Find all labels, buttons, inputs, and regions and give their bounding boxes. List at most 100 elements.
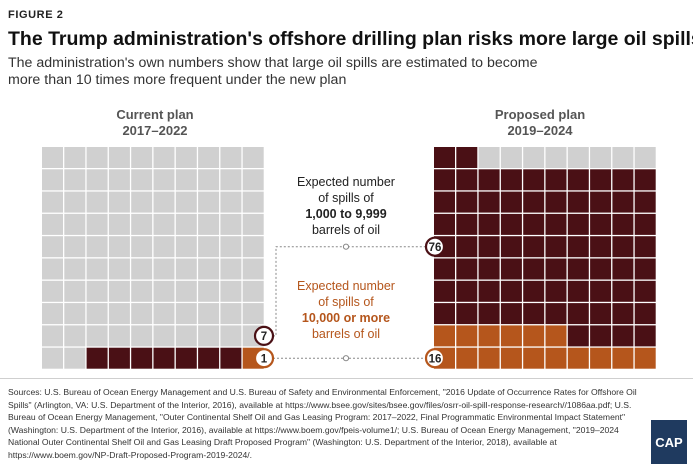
waffle-cell-empty-current: [42, 191, 63, 213]
waffle-cell-medium-proposed: [500, 258, 522, 280]
waffle-cell-empty-current: [153, 303, 175, 325]
current-plan-label: Current plan: [116, 107, 194, 122]
waffle-cell-empty-current: [42, 347, 63, 369]
waffle-cell-medium-proposed: [434, 147, 455, 168]
waffle-cell-medium-proposed: [612, 213, 634, 235]
waffle-cell-empty-current: [175, 236, 197, 258]
waffle-cell-empty-proposed: [523, 147, 545, 168]
waffle-cell-medium-proposed: [634, 258, 656, 280]
waffle-cell-empty-proposed: [545, 147, 567, 168]
waffle-cell-medium-proposed: [567, 325, 589, 347]
waffle-cell-empty-current: [64, 347, 86, 369]
waffle-cell-empty-current: [108, 280, 130, 302]
waffle-cell-empty-current: [153, 213, 175, 235]
waffle-cell-empty-current: [108, 236, 130, 258]
waffle-cell-empty-current: [220, 280, 242, 302]
waffle-cell-large-proposed: [523, 347, 545, 369]
waffle-cell-medium-proposed: [434, 191, 455, 213]
waffle-cell-empty-current: [108, 191, 130, 213]
waffle-cell-medium-proposed: [478, 169, 500, 191]
waffle-cell-medium-proposed: [523, 169, 545, 191]
waffle-cell-medium-proposed: [612, 303, 634, 325]
chart-title: The Trump administration's offshore dril…: [8, 28, 693, 50]
waffle-cell-empty-current: [108, 325, 130, 347]
waffle-cell-medium-proposed: [500, 236, 522, 258]
waffle-cell-empty-current: [86, 280, 108, 302]
waffle-cell-large-proposed: [523, 325, 545, 347]
waffle-cell-empty-current: [220, 303, 242, 325]
waffle-cell-medium-proposed: [590, 280, 612, 302]
waffle-cell-medium-proposed: [523, 258, 545, 280]
waffle-cell-empty-current: [131, 258, 153, 280]
waffle-cell-empty-current: [64, 169, 86, 191]
waffle-cell-large-proposed: [500, 347, 522, 369]
waffle-cell-medium-proposed: [478, 213, 500, 235]
waffle-cell-empty-current: [220, 169, 242, 191]
waffle-cell-medium-proposed: [590, 236, 612, 258]
waffle-cell-empty-current: [86, 147, 108, 168]
waffle-cell-empty-current: [175, 191, 197, 213]
waffle-cell-medium-proposed: [456, 191, 478, 213]
waffle-cell-empty-current: [198, 236, 220, 258]
proposed-large-badge-value: 16: [429, 353, 442, 365]
waffle-cell-empty-current: [175, 169, 197, 191]
waffle-cell-large-proposed: [545, 325, 567, 347]
waffle-cell-large-proposed: [456, 325, 478, 347]
waffle-cell-empty-proposed: [612, 147, 634, 168]
waffle-cell-empty-current: [108, 213, 130, 235]
waffle-cell-medium-proposed: [478, 280, 500, 302]
waffle-cell-medium-proposed: [634, 169, 656, 191]
waffle-cell-medium-proposed: [634, 191, 656, 213]
waffle-cell-medium-proposed: [500, 303, 522, 325]
waffle-cell-medium-proposed: [567, 169, 589, 191]
waffle-cell-medium-proposed: [590, 191, 612, 213]
sources-note: Sources: U.S. Bureau of Ocean Energy Man…: [8, 387, 637, 460]
proposed-plan-heading: Proposed plan 2019–2024: [470, 107, 610, 139]
waffle-cell-empty-current: [175, 213, 197, 235]
waffle-cell-empty-current: [131, 213, 153, 235]
waffle-cell-empty-current: [64, 147, 86, 168]
waffle-cell-empty-current: [64, 280, 86, 302]
current-medium-badge-ring: [253, 325, 275, 346]
proposed-medium-badge-ring: [424, 236, 446, 257]
waffle-cell-medium-proposed: [456, 213, 478, 235]
waffle-cell-medium-proposed: [612, 280, 634, 302]
waffle-cell-medium-proposed: [500, 169, 522, 191]
proposed-plan-label: Proposed plan: [494, 107, 586, 122]
waffle-cell-empty-current: [242, 191, 264, 213]
waffle-cell-empty-current: [153, 325, 175, 347]
waffle-cell-medium-current: [175, 347, 197, 369]
connector-medium-dot: [342, 243, 350, 250]
waffle-cell-empty-current: [86, 258, 108, 280]
waffle-cell-medium-proposed: [612, 169, 634, 191]
waffle-cell-medium-proposed: [478, 236, 500, 258]
waffle-cell-empty-current: [42, 280, 63, 302]
waffle-cell-large-proposed: [500, 325, 522, 347]
waffle-cell-empty-current: [131, 169, 153, 191]
waffle-cell-large-proposed: [478, 347, 500, 369]
cap-logo: CAP: [651, 420, 687, 464]
waffle-cell-empty-current: [42, 147, 63, 168]
waffle-cell-medium-proposed: [634, 213, 656, 235]
waffle-cell-empty-current: [153, 258, 175, 280]
current-large-badge-ring: [253, 348, 275, 369]
waffle-cell-empty-current: [153, 191, 175, 213]
category-label-medium-line2: of spills of: [318, 191, 374, 205]
waffle-cell-medium-proposed: [612, 258, 634, 280]
waffle-cell-empty-current: [131, 236, 153, 258]
category-label-medium-line4: barrels of oil: [312, 223, 380, 237]
waffle-cell-empty-current: [220, 147, 242, 168]
waffle-cell-empty-current: [175, 303, 197, 325]
waffle-cell-empty-current: [131, 147, 153, 168]
waffle-cell-medium-proposed: [500, 213, 522, 235]
current-large-badge-value: 1: [261, 353, 268, 365]
waffle-cell-empty-current: [198, 325, 220, 347]
category-label-large-line3: 10,000 or more: [302, 311, 390, 325]
connector-large-dot: [342, 355, 350, 362]
waffle-cell-medium-proposed: [567, 236, 589, 258]
waffle-cell-medium-proposed: [456, 258, 478, 280]
waffle-cell-medium-proposed: [567, 280, 589, 302]
waffle-cell-empty-current: [86, 191, 108, 213]
waffle-cell-medium-proposed: [434, 169, 455, 191]
waffle-cell-empty-current: [198, 147, 220, 168]
